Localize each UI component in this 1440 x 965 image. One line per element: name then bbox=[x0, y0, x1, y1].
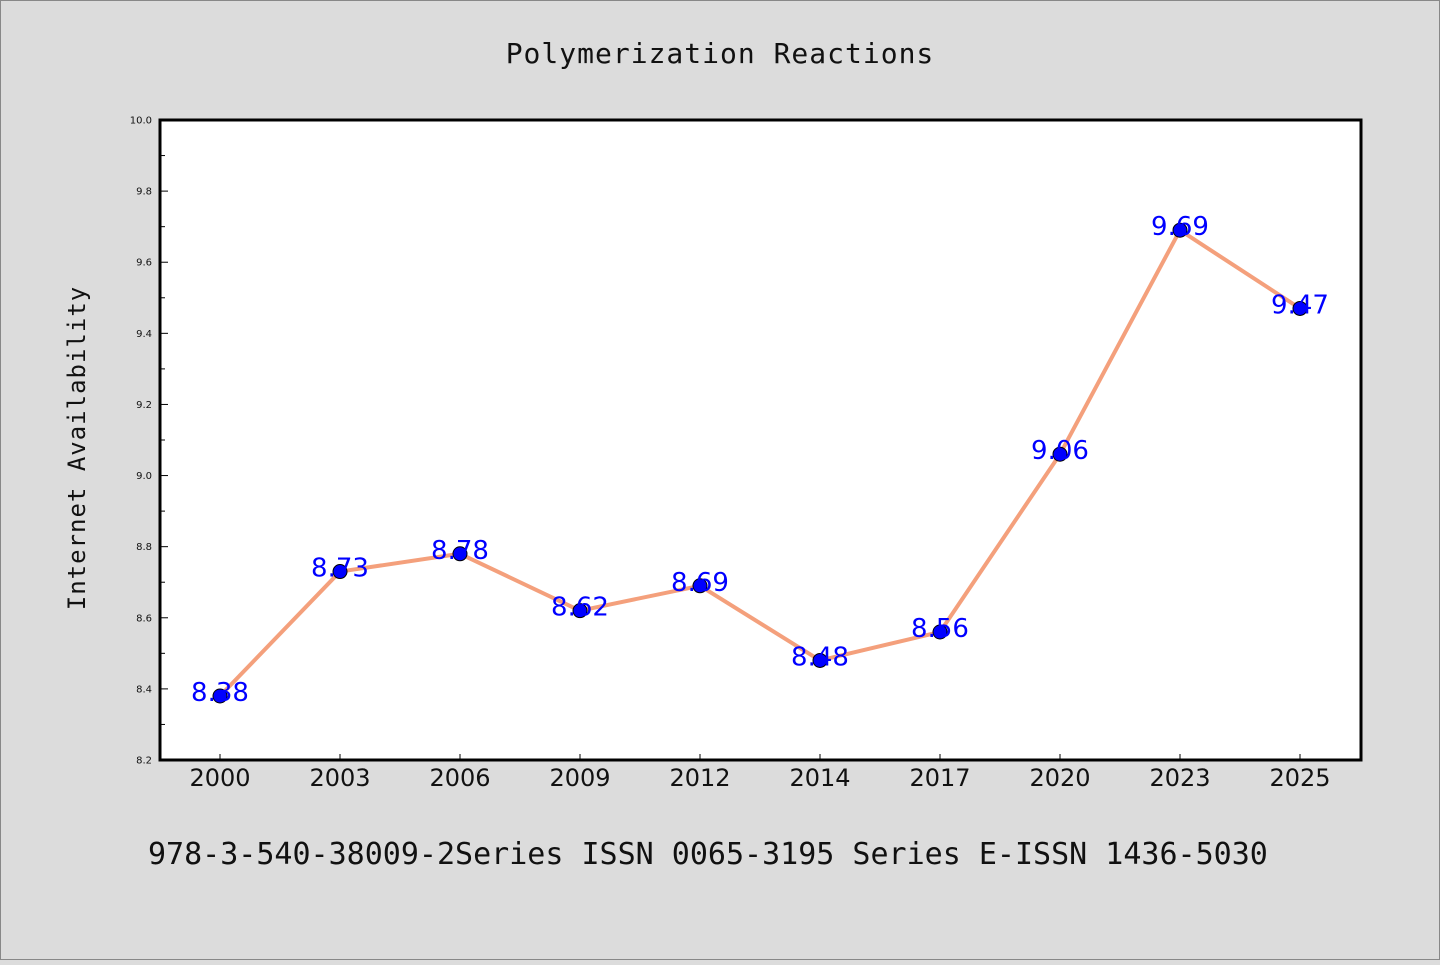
data-label: 8.48 bbox=[791, 642, 849, 672]
data-point bbox=[332, 564, 348, 580]
plot-frame bbox=[158, 118, 1363, 762]
x-tick-label: 2020 bbox=[1029, 764, 1090, 792]
y-tick-label: 8.2 bbox=[136, 756, 152, 767]
data-label: 8.73 bbox=[311, 554, 369, 584]
series-line bbox=[218, 228, 1302, 698]
x-tick-label: 2017 bbox=[909, 764, 970, 792]
data-point bbox=[1172, 222, 1188, 238]
x-tick-label: 2009 bbox=[549, 764, 610, 792]
data-label: 9.47 bbox=[1271, 290, 1329, 320]
x-tick-label: 2000 bbox=[189, 764, 250, 792]
data-label: 9.69 bbox=[1151, 212, 1209, 242]
y-tick-label: 8.8 bbox=[136, 542, 152, 553]
data-label: 8.78 bbox=[431, 536, 489, 566]
y-tick-label: 8.4 bbox=[136, 684, 152, 695]
data-point bbox=[212, 688, 228, 704]
y-tick-label: 9.2 bbox=[136, 400, 152, 411]
chart-title: Polymerization Reactions bbox=[506, 37, 935, 70]
data-label: 8.62 bbox=[551, 593, 609, 623]
y-tick-label: 9.8 bbox=[136, 187, 152, 198]
data-label: 8.69 bbox=[671, 568, 729, 598]
x-tick-label: 2025 bbox=[1269, 764, 1330, 792]
data-label: 8.56 bbox=[911, 614, 969, 644]
x-tick-label: 2003 bbox=[309, 764, 370, 792]
data-point bbox=[572, 603, 588, 619]
series-layer: 8.38 8.73 8.78 8.62 8.69 8.48 8.56 9.06 9.69 9.47 bbox=[191, 212, 1329, 708]
x-tick-label: 2006 bbox=[429, 764, 490, 792]
y-axis-label: Internet Availability bbox=[63, 286, 91, 610]
x-tick-label: 2023 bbox=[1149, 764, 1210, 792]
x-axis-ticks: 2000 2003 2006 2009 2012 2014 2017 2020 2023 2025 bbox=[189, 754, 1331, 792]
x-tick-label: 2012 bbox=[669, 764, 730, 792]
data-label: 8.38 bbox=[191, 678, 249, 708]
footer-isbn-text: 978-3-540-38009-2Series ISSN 0065-3195 S… bbox=[148, 837, 1268, 872]
y-tick-label: 9.4 bbox=[136, 329, 152, 340]
data-point bbox=[452, 546, 468, 562]
data-label: 9.06 bbox=[1031, 436, 1089, 466]
y-tick-label: 9.6 bbox=[136, 258, 152, 269]
y-tick-label: 8.6 bbox=[136, 613, 152, 624]
y-tick-label: 9.0 bbox=[136, 471, 152, 482]
data-point bbox=[932, 624, 948, 640]
x-tick-label: 2014 bbox=[789, 764, 850, 792]
plot-area bbox=[160, 120, 1361, 760]
data-point bbox=[692, 578, 708, 594]
data-point bbox=[1292, 300, 1308, 316]
y-tick-label: 10.0 bbox=[130, 116, 152, 127]
data-point bbox=[1052, 446, 1068, 462]
data-point bbox=[812, 652, 828, 668]
